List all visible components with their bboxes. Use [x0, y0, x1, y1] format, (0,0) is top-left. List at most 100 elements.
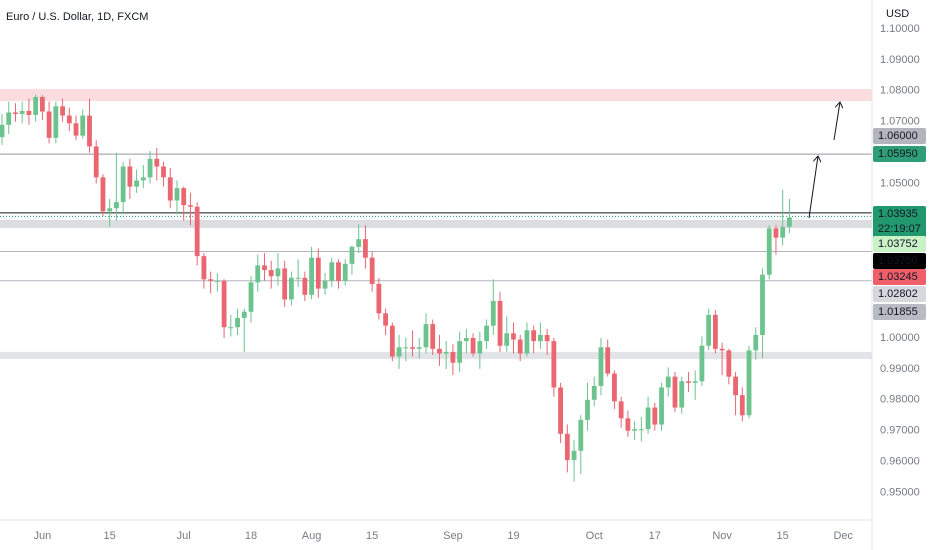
candle-body — [161, 166, 166, 178]
candle-body — [551, 341, 557, 388]
candle-body — [692, 381, 698, 383]
x-tick-label: Dec — [833, 530, 853, 542]
y-tick-label: 0.95000 — [880, 486, 920, 498]
candle-body — [174, 188, 180, 201]
candle-body — [228, 327, 234, 329]
price-label-box — [873, 269, 926, 285]
price-label-box — [873, 206, 926, 238]
x-tick-label: 17 — [649, 530, 661, 542]
candle-body — [322, 280, 328, 289]
candle-body — [591, 385, 597, 400]
candle-body — [275, 268, 281, 277]
candle-body — [571, 450, 577, 461]
y-tick-label: 1.05000 — [880, 177, 920, 189]
x-tick-label: Nov — [712, 530, 732, 542]
candle-body — [564, 433, 570, 461]
candle-body — [638, 429, 644, 431]
candle-body — [665, 376, 671, 388]
candle-body — [309, 257, 314, 295]
candle-body — [127, 166, 133, 187]
candle-body — [645, 407, 651, 430]
candle-body — [511, 333, 516, 340]
candle-body — [154, 158, 160, 167]
candle-body — [706, 314, 712, 346]
candle-body — [53, 106, 59, 138]
candle-body — [430, 324, 436, 349]
price-label: 1.03935 — [878, 208, 918, 220]
candle-body — [194, 206, 200, 257]
candle-body — [733, 376, 738, 396]
candle-body — [147, 158, 153, 178]
candle-body — [544, 334, 550, 342]
zone — [0, 351, 872, 360]
candle-body — [517, 339, 523, 354]
candle-body — [780, 226, 786, 238]
candle-body — [376, 283, 382, 314]
x-tick-label: Jul — [177, 530, 191, 542]
x-tick-label: Oct — [586, 530, 603, 542]
candle-body — [46, 111, 52, 138]
arrow — [833, 102, 840, 141]
candle-body — [612, 373, 617, 402]
candle-body — [766, 228, 772, 275]
candle-body — [255, 265, 261, 283]
price-label: 1.03245 — [878, 271, 918, 283]
candle-body — [329, 262, 335, 281]
y-tick-label: 0.96000 — [880, 456, 920, 468]
candle-body — [356, 239, 362, 247]
price-label-box — [873, 304, 926, 320]
candle-body — [80, 115, 86, 136]
y-tick-label: 0.99000 — [880, 363, 920, 375]
candle-body — [484, 325, 489, 342]
candle-body — [686, 381, 691, 383]
y-tick-label: 0.98000 — [880, 394, 920, 406]
candle-body — [208, 279, 214, 281]
candle-body — [490, 300, 496, 326]
candle-body — [753, 334, 759, 351]
candle-body — [33, 97, 39, 115]
candle-body — [463, 338, 469, 342]
candle-body — [26, 110, 32, 115]
candle-body — [531, 330, 537, 342]
y-tick-label: 1.08000 — [880, 85, 920, 97]
candle-body — [470, 338, 476, 354]
x-tick-label: Jun — [34, 530, 52, 542]
candle-body — [679, 381, 685, 408]
x-tick-label: 19 — [507, 530, 519, 542]
candle-body — [598, 347, 604, 386]
candle-body — [625, 418, 631, 431]
candle-body — [66, 115, 72, 124]
candle-body — [699, 345, 705, 382]
candle-body — [585, 399, 590, 420]
y-axis-label: USD — [886, 8, 909, 20]
candle-body — [605, 347, 611, 374]
candle-body — [450, 351, 456, 363]
candle-body — [437, 348, 442, 354]
price-label: 1.01855 — [878, 306, 918, 318]
candle-body — [410, 347, 415, 349]
candle-body — [114, 202, 119, 209]
candle-body — [248, 282, 254, 312]
candle-body — [295, 277, 301, 279]
candle-body — [719, 348, 725, 351]
price-label: 1.06000 — [878, 130, 918, 142]
candle-body — [201, 256, 207, 280]
price-label-box — [873, 253, 926, 269]
candle-body — [659, 387, 664, 425]
arrow — [808, 156, 818, 219]
candle-body — [167, 177, 173, 201]
candle-body — [672, 376, 678, 408]
candle-body — [134, 180, 139, 187]
x-tick-label: 15 — [104, 530, 116, 542]
price-label: 1.05950 — [878, 148, 918, 160]
candle-body — [19, 110, 25, 115]
y-tick-label: 1.00000 — [880, 332, 920, 344]
candle-body — [497, 300, 503, 346]
candle-body — [302, 277, 308, 295]
candle-body — [383, 313, 389, 326]
chart-title: Euro / U.S. Dollar, 1D, FXCM — [6, 11, 148, 23]
price-label: 1.02802 — [878, 288, 918, 300]
candle-body — [396, 347, 402, 357]
candle-body — [315, 257, 321, 289]
